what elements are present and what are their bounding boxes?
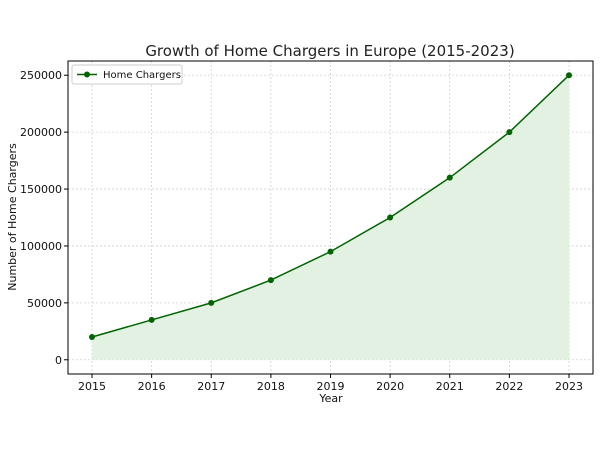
data-point-2021 — [446, 174, 453, 181]
y-tick-label: 200000 — [20, 126, 62, 139]
x-tick-label: 2018 — [257, 380, 285, 393]
x-axis-label: Year — [318, 392, 343, 405]
y-tick-label: 0 — [55, 354, 62, 367]
chart-title: Growth of Home Chargers in Europe (2015-… — [145, 42, 514, 60]
x-tick-label: 2015 — [78, 380, 106, 393]
data-point-2019 — [327, 248, 334, 255]
data-point-2022 — [506, 129, 513, 136]
x-tick-label: 2023 — [555, 380, 583, 393]
x-tick-label: 2020 — [376, 380, 404, 393]
y-tick-label: 100000 — [20, 240, 62, 253]
legend: Home Chargers — [71, 64, 183, 85]
data-point-2018 — [267, 277, 274, 284]
area-layer — [92, 75, 569, 360]
y-axis-label: Number of Home Chargers — [6, 143, 19, 291]
x-tick-label: 2021 — [436, 380, 464, 393]
x-tick-label: 2019 — [317, 380, 345, 393]
x-tick-label: 2017 — [197, 380, 225, 393]
data-point-2016 — [148, 316, 155, 323]
x-tick-label: 2016 — [138, 380, 166, 393]
y-axis-ticks: 0 50000 100000 150000 200000 250000 — [20, 69, 68, 367]
legend-label: Home Chargers — [103, 70, 181, 81]
y-tick-label: 150000 — [20, 183, 62, 196]
x-axis-ticks: 2015 2016 2017 2018 2019 2020 2021 2022 2023 — [78, 374, 583, 393]
point-layer — [89, 72, 572, 341]
legend-box — [71, 64, 183, 85]
series-area-fill — [92, 75, 569, 360]
x-tick-label: 2022 — [495, 380, 523, 393]
y-tick-label: 250000 — [20, 69, 62, 82]
legend-marker — [84, 71, 90, 78]
data-point-2015 — [89, 334, 95, 341]
y-tick-label: 50000 — [27, 297, 62, 310]
data-point-2017 — [208, 299, 215, 306]
data-point-2023 — [566, 72, 572, 79]
data-point-2020 — [387, 214, 394, 221]
